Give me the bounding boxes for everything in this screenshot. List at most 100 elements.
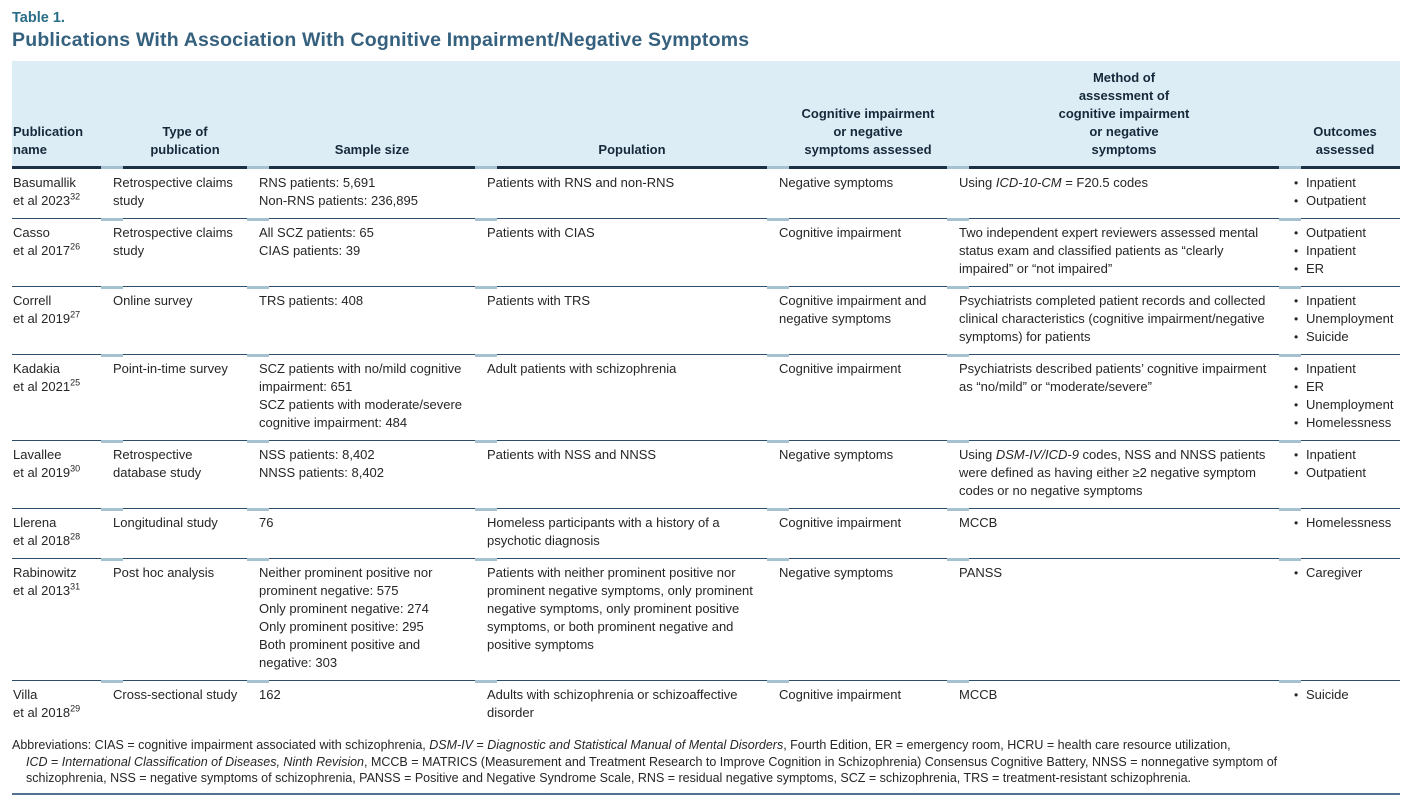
outcomes-cell: Homelessness (1279, 508, 1400, 561)
abbreviation-text: , Fourth Edition, ER = emergency room, H… (783, 738, 1231, 752)
sample-size-cell: Neither prominent positive nor prominent… (247, 558, 486, 683)
table-row: Kadakia et al 202125 Point-in-time survey S… (12, 354, 1400, 443)
outcome-item: Homelessness (1291, 414, 1391, 432)
abbreviations-line: ICD = International Classification of Di… (12, 754, 1400, 771)
citation-ref: 30 (70, 463, 81, 474)
publication-type-cell: Retrospective claims study (101, 167, 258, 220)
outcome-item: Inpatient (1291, 446, 1390, 464)
outcomes-list: InpatientOutpatient (1291, 446, 1390, 482)
method-text: MCCB (959, 515, 998, 530)
publication-name: Villa (13, 687, 38, 702)
outcomes-list: InpatientOutpatient (1291, 174, 1390, 210)
abbreviation-text: DSM-IV (429, 738, 473, 752)
publication-type-cell: Online survey (101, 286, 258, 357)
column-header-sample-size: Sample size (247, 61, 486, 169)
population-cell: Patients with NSS and NNSS (475, 440, 778, 511)
symptoms-cell: Cognitive impairment (767, 218, 958, 289)
citation-ref: 31 (70, 581, 81, 592)
citation-ref: 26 (70, 241, 81, 252)
outcome-item: Inpatient (1291, 360, 1390, 378)
method-text: Two independent expert reviewers assesse… (959, 225, 1259, 276)
symptoms-cell: Cognitive impairment and negative sympto… (767, 286, 958, 357)
citation-ref: 29 (70, 703, 81, 714)
population-cell: Patients with CIAS (475, 218, 778, 289)
citation-ref: 28 (70, 531, 81, 542)
outcomes-cell: Caregiver (1279, 558, 1400, 683)
outcomes-list: Suicide (1291, 686, 1390, 704)
abbreviation-text: ICD (26, 754, 48, 769)
method-text: ICD-10-CM (995, 175, 1062, 190)
method-text: = F20.5 codes (1061, 175, 1148, 190)
population-cell: Patients with TRS (475, 286, 778, 357)
sample-size-cell: TRS patients: 408 (247, 286, 486, 357)
sample-size-cell: 162 (259, 687, 281, 702)
citation-ref: 32 (70, 191, 81, 202)
outcome-item: Homelessness (1291, 514, 1391, 532)
outcomes-list: OutpatientInpatientER (1291, 224, 1390, 278)
sample-size-cell: All SCZ patients: 65 CIAS patients: 39 (247, 218, 486, 289)
publication-etal: et al 201829 (13, 703, 81, 720)
method-text: DSM-IV/ICD-9 (995, 447, 1079, 462)
abbreviation-text: Diagnostic and Statistical Manual of Men… (487, 738, 784, 752)
sample-size-cell: NSS patients: 8,402 NNSS patients: 8,402 (247, 440, 486, 511)
outcomes-cell: InpatientUnemploymentSuicide (1279, 286, 1400, 357)
publication-cell: Kadakia et al 202125 (12, 354, 112, 441)
publication-type-cell: Retrospective claims study (101, 218, 258, 289)
publication-name: Basumallik (13, 175, 76, 190)
method-text: Psychiatrists described patients’ cognit… (959, 361, 1267, 394)
abbreviations-line: schizophrenia, NSS = negative symptoms o… (12, 770, 1400, 787)
outcome-item: ER (1291, 260, 1390, 278)
publication-etal: et al 201828 (13, 531, 81, 548)
symptoms-cell: Cognitive impairment (767, 354, 958, 443)
publication-type-cell: Retrospective database study (101, 440, 258, 511)
publication-cell: Correll et al 201927 (12, 286, 112, 355)
method-cell: Using ICD-10-CM = F20.5 codes (947, 167, 1290, 220)
sample-size-cell: 76 (247, 508, 486, 561)
abbreviations-line: Abbreviations: CIAS = cognitive impairme… (12, 737, 1400, 754)
table-row: Villa et al 201829 Cross-sectional study 16… (12, 681, 1400, 731)
method-cell: Psychiatrists described patients’ cognit… (947, 354, 1290, 443)
publication-cell: Casso et al 201726 (12, 218, 112, 287)
outcomes-list: InpatientERUnemploymentHomelessness (1291, 360, 1393, 432)
symptoms-cell: Cognitive impairment (767, 508, 958, 561)
method-cell: MCCB (947, 508, 1290, 561)
abbreviation-text: International Classification of Diseases… (61, 754, 365, 769)
header-row: Publication name Type of publication Sam… (12, 61, 1400, 169)
outcomes-list: InpatientUnemploymentSuicide (1291, 292, 1393, 346)
outcomes-cell: InpatientOutpatient (1279, 167, 1400, 220)
publication-name: Casso (13, 225, 50, 240)
population-cell: Adult patients with schizophrenia (475, 354, 778, 443)
method-text: PANSS (959, 565, 1003, 580)
outcome-item: Outpatient (1291, 192, 1390, 210)
abbreviation-text: , MCCB = MATRICS (Measurement and Treatm… (364, 754, 1278, 769)
publication-etal: et al 202125 (13, 377, 81, 394)
publication-etal: et al 201927 (13, 309, 81, 326)
abbreviation-text: Abbreviations: CIAS = cognitive impairme… (12, 738, 430, 752)
method-text: codes, NSS and NNSS patients were define… (959, 447, 1266, 498)
outcomes-cell: InpatientERUnemploymentHomelessness (1279, 354, 1400, 443)
outcome-item: Caregiver (1291, 564, 1390, 582)
method-text: MCCB (959, 687, 998, 702)
publication-cell: Basumallik et al 202332 (12, 167, 112, 219)
outcome-item: Inpatient (1291, 292, 1390, 310)
publication-etal: et al 201726 (13, 241, 81, 258)
method-cell: Psychiatrists completed patient records … (947, 286, 1290, 357)
publication-type-cell: Post hoc analysis (101, 558, 258, 683)
publication-type-cell: Point-in-time survey (101, 354, 258, 443)
method-cell: MCCB (958, 681, 1290, 731)
table-row: Casso et al 201726 Retrospective claims st… (12, 218, 1400, 289)
publication-name: Correll (13, 293, 52, 308)
publication-name: Rabinowitz (13, 565, 77, 580)
column-header-outcomes: Outcomes assessed (1279, 61, 1400, 169)
publication-type-cell: Cross-sectional study (113, 687, 238, 702)
publication-name: Kadakia (13, 361, 60, 376)
column-header-publication-type: Type of publication (101, 61, 258, 169)
symptoms-cell: Negative symptoms (767, 440, 958, 511)
bottom-rule (12, 792, 1400, 795)
publication-name: Llerena (13, 515, 57, 530)
sample-size-cell: RNS patients: 5,691 Non-RNS patients: 23… (247, 167, 486, 220)
table-row: Correll et al 201927 Online survey TRS pati… (12, 286, 1400, 357)
method-cell: Two independent expert reviewers assesse… (947, 218, 1290, 289)
table-row: Rabinowitz et al 201331 Post hoc analysis N… (12, 558, 1400, 683)
method-text: Using (959, 175, 996, 190)
